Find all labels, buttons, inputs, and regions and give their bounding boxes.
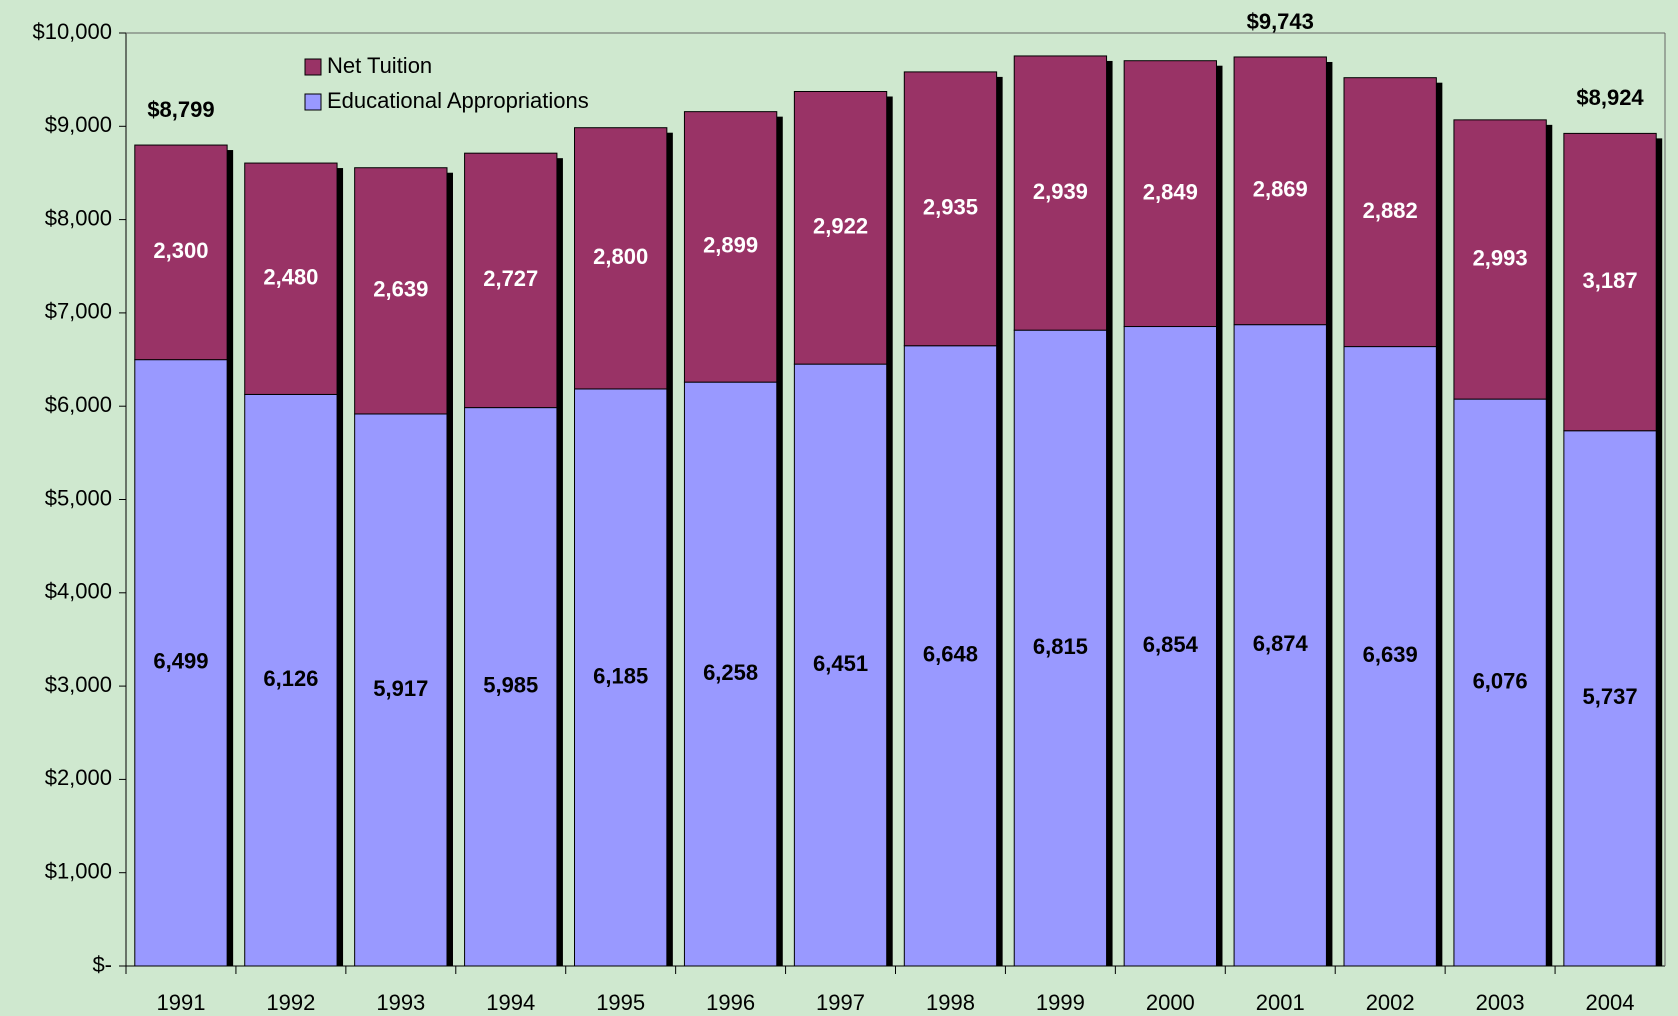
- x-tick-label: 1995: [596, 990, 645, 1015]
- data-label: 5,737: [1583, 684, 1638, 709]
- x-tick-label: 2003: [1476, 990, 1525, 1015]
- x-tick-label: 2001: [1256, 990, 1305, 1015]
- x-tick-label: 1992: [266, 990, 315, 1015]
- bar-segment: [1233, 56, 1327, 326]
- data-label: 2,639: [373, 277, 428, 302]
- data-label: 2,993: [1473, 245, 1528, 270]
- data-label: 6,815: [1033, 634, 1088, 659]
- bar-segment: [1343, 346, 1437, 967]
- bar-segment: [683, 111, 778, 383]
- data-label: 5,917: [373, 676, 428, 701]
- data-label: 2,849: [1143, 179, 1198, 204]
- bar-segment: [244, 393, 338, 967]
- data-label: 3,187: [1583, 268, 1638, 293]
- data-label: 6,185: [593, 663, 648, 688]
- bar-segment: [464, 407, 558, 967]
- bar-segment: [1563, 132, 1657, 432]
- data-label: 2,727: [483, 266, 538, 291]
- bar-segment: [903, 345, 998, 967]
- data-label: 6,126: [263, 666, 318, 691]
- data-label: 6,499: [153, 649, 208, 674]
- data-label: 2,899: [703, 233, 758, 258]
- bar-segment: [793, 90, 888, 365]
- bar-segment: [134, 144, 228, 361]
- data-label: 2,300: [153, 238, 208, 263]
- data-label: 6,258: [703, 660, 758, 685]
- data-label: 2,480: [263, 265, 318, 290]
- y-tick-label: $7,000: [45, 299, 112, 324]
- y-tick-label: $4,000: [45, 579, 112, 604]
- y-tick-label: $3,000: [45, 672, 112, 697]
- data-label: 2,882: [1363, 198, 1418, 223]
- y-tick-label: $10,000: [32, 19, 112, 44]
- data-label: 2,800: [593, 244, 648, 269]
- x-tick-label: 2000: [1146, 990, 1195, 1015]
- data-label: 6,076: [1473, 668, 1528, 693]
- bar-segment: [354, 167, 448, 415]
- x-tick-label: 1997: [816, 990, 865, 1015]
- legend-swatch: [304, 93, 322, 111]
- y-tick-label: $1,000: [45, 859, 112, 884]
- bar-segment: [903, 71, 998, 347]
- data-label: 2,939: [1033, 179, 1088, 204]
- bar-segment: [134, 359, 228, 967]
- y-tick-label: $6,000: [45, 392, 112, 417]
- total-label: $8,924: [1576, 85, 1644, 110]
- data-label: 6,451: [813, 651, 868, 676]
- legend-label: Educational Appropriations: [327, 88, 589, 113]
- y-tick-label: $9,000: [45, 112, 112, 137]
- bar-segment: [574, 388, 668, 967]
- x-tick-label: 1999: [1036, 990, 1085, 1015]
- x-tick-label: 1993: [376, 990, 425, 1015]
- x-tick-label: 1996: [706, 990, 755, 1015]
- bar-segment: [1343, 77, 1437, 348]
- y-tick-label: $2,000: [45, 765, 112, 790]
- bar-segment: [1563, 430, 1657, 967]
- bar-segment: [1453, 119, 1547, 400]
- data-label: 5,985: [483, 673, 538, 698]
- total-label: $9,743: [1247, 9, 1314, 34]
- x-tick-label: 2004: [1586, 990, 1635, 1015]
- bar-segment: [1013, 329, 1108, 967]
- x-tick-label: 1994: [486, 990, 535, 1015]
- legend-label: Net Tuition: [327, 53, 432, 78]
- bar-segment: [1013, 55, 1108, 331]
- bar-segment: [793, 363, 888, 967]
- bar-segment: [354, 413, 448, 967]
- y-tick-label: $8,000: [45, 205, 112, 230]
- y-tick-label: $-: [92, 952, 112, 977]
- x-tick-label: 1991: [156, 990, 205, 1015]
- bar-segment: [574, 127, 668, 390]
- bar-segment: [464, 152, 558, 409]
- y-tick-label: $5,000: [45, 485, 112, 510]
- legend-swatch: [304, 58, 322, 76]
- bar-segment: [1123, 60, 1217, 328]
- bar-segment: [244, 162, 338, 395]
- total-label: $8,799: [147, 97, 214, 122]
- data-label: 6,648: [923, 642, 978, 667]
- x-tick-label: 2002: [1366, 990, 1415, 1015]
- bar-segment: [683, 381, 778, 967]
- data-label: 2,869: [1253, 177, 1308, 202]
- data-label: 2,922: [813, 214, 868, 239]
- data-label: 6,854: [1143, 632, 1199, 657]
- data-label: 6,874: [1253, 631, 1309, 656]
- data-label: 2,935: [923, 195, 978, 220]
- bar-segment: [1453, 398, 1547, 967]
- data-label: 6,639: [1363, 642, 1418, 667]
- x-tick-label: 1998: [926, 990, 975, 1015]
- bar-segment: [1123, 326, 1217, 967]
